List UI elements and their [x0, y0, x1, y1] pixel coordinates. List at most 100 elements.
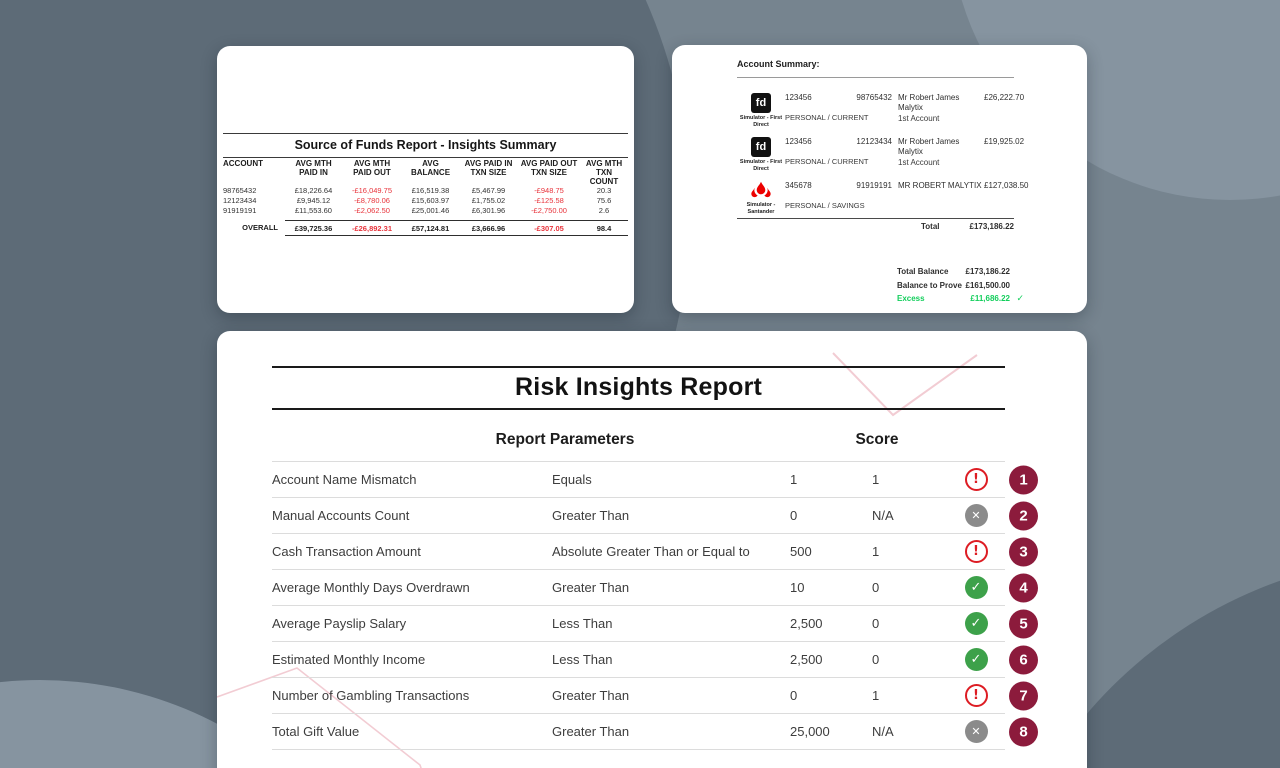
parameters-column-header: Report Parameters: [495, 431, 635, 448]
risk-title-block: Risk Insights Report: [272, 366, 1005, 410]
parameter-score: 0: [872, 652, 880, 667]
account-number: 12123434: [223, 196, 257, 205]
account-number: 12123434: [856, 137, 892, 146]
table-cell: £9,945.12: [296, 196, 331, 205]
risk-table-headers: Report Parameters Score: [272, 431, 1005, 457]
bank-logo-block: fd Simulator - First Direct: [737, 93, 785, 128]
first-direct-logo-icon: fd: [751, 93, 771, 113]
account-row: Simulator - Santander 345678 PERSONAL / …: [737, 181, 1029, 225]
risk-row: Cash Transaction Amount Absolute Greater…: [272, 534, 1038, 570]
row-number-badge: 8: [1009, 717, 1038, 746]
pass-check-icon: ✓: [964, 576, 988, 599]
account-holder: MR ROBERT MALYTIX: [898, 181, 982, 190]
row-number-badge: 3: [1009, 537, 1038, 566]
parameter-condition: Absolute Greater Than or Equal to: [552, 544, 750, 559]
parameter-name: Estimated Monthly Income: [272, 652, 426, 667]
account-holder: Mr Robert James Malytix: [898, 93, 960, 112]
risk-row: Average Payslip Salary Less Than 2,500 0…: [272, 606, 1038, 642]
divider: [272, 408, 1005, 410]
parameter-name: Total Gift Value: [272, 724, 360, 739]
parameter-score: 1: [872, 688, 880, 703]
table-cell: 2.6: [598, 206, 610, 215]
table-cell: -£16,049.75: [351, 186, 393, 195]
account-summary-card: Account Summary: fd Simulator - First Di…: [672, 45, 1087, 313]
account-balance: £19,925.02: [984, 137, 1025, 146]
parameter-threshold: 2,500: [790, 652, 823, 667]
account-holder: Mr Robert James Malytix: [898, 137, 960, 156]
parameter-condition: Greater Than: [552, 580, 630, 595]
provider-label: Simulator - First Direct: [739, 159, 783, 172]
parameter-threshold: 1: [790, 472, 798, 487]
account-number: 91919191: [223, 206, 257, 215]
parameter-condition: Less Than: [552, 616, 613, 631]
divider: [737, 77, 1014, 78]
parameter-name: Average Payslip Salary: [272, 616, 407, 631]
risk-report-title: Risk Insights Report: [514, 373, 763, 401]
column-header: AVG MTH PAID OUT: [353, 159, 391, 177]
sort-code: 345678: [785, 181, 812, 190]
table-row: 98765432 £18,226.64 -£16,049.75 £16,519.…: [223, 186, 628, 196]
table-cell: £57,124.81: [402, 220, 459, 236]
column-header: AVG PAID IN TXN SIZE: [464, 159, 513, 177]
risk-row: Number of Gambling Transactions Greater …: [272, 678, 1038, 714]
row-number-badge: 6: [1009, 645, 1038, 674]
row-number-badge: 7: [1009, 681, 1038, 710]
table-row: 91919191 £11,553.60 -£2,062.50 £25,001.4…: [223, 206, 628, 216]
risk-row: Account Name Mismatch Equals 1 1 ! 1: [272, 462, 1038, 498]
divider: [737, 218, 1014, 219]
parameter-name: Manual Accounts Count: [272, 508, 410, 523]
sort-code-cell: 345678 PERSONAL / SAVINGS: [785, 181, 865, 211]
alert-icon: !: [964, 540, 988, 563]
risk-row: Manual Accounts Count Greater Than 0 N/A…: [272, 498, 1038, 534]
table-cell: £3,666.96: [459, 220, 518, 236]
account-type: PERSONAL / CURRENT: [785, 113, 869, 122]
account-label: 1st Account: [898, 158, 940, 167]
not-applicable-icon: ✕: [964, 504, 988, 527]
column-header: AVG BALANCE: [410, 159, 451, 177]
table-cell: -£26,892.31: [342, 220, 402, 236]
table-cell: £39,725.36: [285, 220, 342, 236]
parameter-threshold: 10: [790, 580, 805, 595]
divider: [272, 366, 1005, 368]
risk-row: Total Gift Value Greater Than 25,000 N/A…: [272, 714, 1038, 750]
table-cell: -£2,062.50: [354, 206, 390, 215]
summary-label: Total Balance: [897, 267, 949, 276]
parameter-condition: Greater Than: [552, 688, 630, 703]
parameter-threshold: 500: [790, 544, 812, 559]
sof-table-header: ACCOUNT AVG MTH PAID IN AVG MTH PAID OUT A…: [223, 159, 628, 186]
total-value: £173,186.22: [969, 222, 1015, 231]
sof-table: ACCOUNT AVG MTH PAID IN AVG MTH PAID OUT A…: [223, 159, 628, 236]
parameter-name: Average Monthly Days Overdrawn: [272, 580, 470, 595]
score-column-header: Score: [855, 431, 899, 448]
sort-code: 123456: [785, 137, 812, 146]
total-label: Total: [920, 222, 940, 231]
source-of-funds-card: Source of Funds Report - Insights Summar…: [217, 46, 634, 313]
overall-label: OVERALL: [242, 222, 278, 232]
parameter-threshold: 2,500: [790, 616, 823, 631]
total-row: Total £173,186.22: [737, 222, 1014, 231]
account-number: 98765432: [223, 186, 257, 195]
table-cell: £18,226.64: [294, 186, 333, 195]
table-cell: 75.6: [596, 196, 612, 205]
parameter-threshold: 0: [790, 688, 798, 703]
account-label: 1st Account: [898, 114, 940, 123]
summary-label: Balance to Prove: [897, 280, 962, 290]
first-direct-logo-icon: fd: [751, 137, 771, 157]
parameter-score: 1: [872, 544, 880, 559]
not-applicable-icon: ✕: [964, 720, 988, 743]
table-cell: -£2,750.00: [531, 206, 567, 215]
parameter-score: 1: [872, 472, 880, 487]
column-header: ACCOUNT: [223, 159, 263, 168]
balance-summary: Total Balance £173,186.22 Balance to Pro…: [897, 265, 1024, 306]
excess-row: Excess £11,686.22 ✓: [897, 292, 1024, 306]
risk-row: Average Monthly Days Overdrawn Greater T…: [272, 570, 1038, 606]
pass-check-icon: ✓: [964, 648, 988, 671]
sof-report-title: Source of Funds Report - Insights Summar…: [294, 138, 557, 152]
account-balance: £127,038.50: [984, 181, 1029, 190]
summary-value: £173,186.22: [965, 267, 1011, 276]
summary-row: Balance to Prove £161,500.00: [897, 279, 1010, 293]
row-number-badge: 2: [1009, 501, 1038, 530]
account-row: fd Simulator - First Direct 123456 PERSO…: [737, 93, 1024, 137]
sort-code-cell: 123456 PERSONAL / CURRENT: [785, 137, 869, 167]
column-header: AVG MTH TXN COUNT: [585, 159, 623, 186]
